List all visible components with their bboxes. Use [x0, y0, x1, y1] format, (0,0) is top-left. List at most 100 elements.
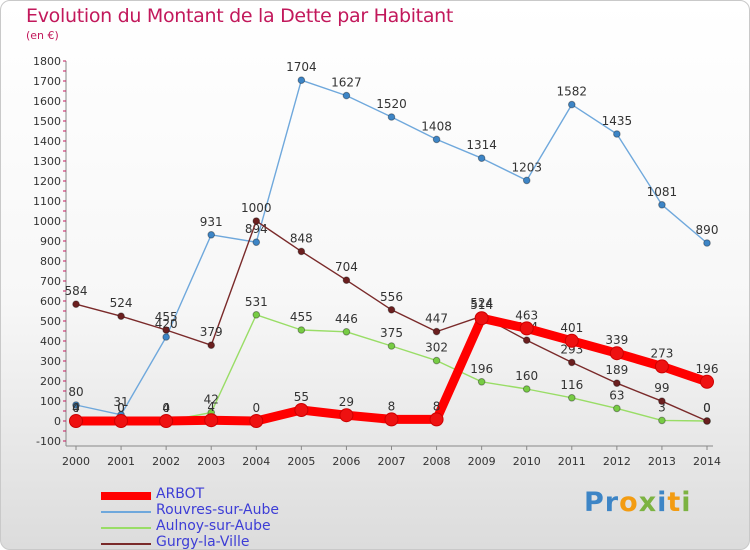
data-point-gurgy-la-ville [117, 312, 125, 321]
y-tick-label: 1300 [33, 155, 61, 168]
legend-label: Rouvres-sur-Aube [156, 502, 279, 518]
data-point-arbot [159, 414, 174, 428]
legend-swatch [101, 527, 151, 529]
data-label-arbot: 8 [388, 399, 396, 413]
legend-item-aulnoy: Aulnoy-sur-Aube [101, 518, 361, 535]
data-point-arbot [609, 346, 624, 361]
data-point-gurgy-la-ville [522, 336, 531, 345]
y-tick-label: 1700 [33, 75, 61, 88]
data-point-arbot [519, 321, 534, 336]
data-point-rouvres-sur-aube [297, 76, 306, 84]
y-tick-label: 0 [54, 415, 61, 428]
data-label-aulnoy-sur-aube: 63 [609, 388, 624, 402]
data-point-rouvres-sur-aube [342, 91, 351, 100]
data-label-arbot: 514 [470, 298, 493, 312]
data-point-gurgy-la-ville [613, 379, 621, 388]
chart-title: Evolution du Montant de la Dette par Hab… [26, 5, 454, 27]
data-label-aulnoy-sur-aube: 116 [560, 378, 583, 392]
brand-letter: o [619, 487, 639, 518]
chart-subtitle: (en €) [26, 29, 59, 42]
data-label-arbot: 29 [339, 395, 354, 409]
data-point-arbot [429, 412, 444, 427]
data-point-rouvres-sur-aube [162, 333, 170, 341]
x-tick-label: 2001 [107, 455, 135, 468]
data-label-gurgy-la-ville: 189 [605, 363, 628, 377]
data-label-gurgy-la-ville: 524 [470, 296, 493, 310]
y-tick-label: 100 [40, 395, 61, 408]
data-label-arbot: 0 [117, 401, 125, 415]
data-label-aulnoy-sur-aube: 455 [290, 310, 313, 324]
data-label-gurgy-la-ville: 0 [703, 401, 711, 415]
data-label-rouvres-sur-aube: 1203 [511, 160, 542, 174]
data-label-aulnoy-sur-aube: 302 [425, 341, 448, 355]
brand-letter: P [584, 487, 605, 518]
data-point-rouvres-sur-aube [387, 113, 396, 121]
y-tick-label: 800 [40, 255, 61, 268]
brand-letter: x [638, 487, 658, 518]
data-point-arbot [339, 408, 354, 423]
data-label-arbot: 55 [294, 390, 309, 404]
data-label-arbot: 8 [433, 399, 441, 413]
x-tick-label: 2010 [513, 455, 541, 468]
data-label-gurgy-la-ville: 99 [654, 381, 669, 395]
data-point-arbot [114, 414, 129, 428]
data-point-aulnoy-sur-aube [477, 378, 486, 386]
data-point-rouvres-sur-aube [658, 201, 666, 209]
x-tick-label: 2000 [62, 455, 90, 468]
data-label-aulnoy-sur-aube: 375 [380, 326, 403, 340]
x-tick-label: 2004 [242, 455, 270, 468]
y-tick-label: 1800 [33, 55, 61, 68]
data-point-gurgy-la-ville [162, 326, 170, 334]
data-label-arbot: 0 [252, 401, 260, 415]
data-point-aulnoy-sur-aube [252, 311, 261, 319]
data-label-aulnoy-sur-aube: 3 [658, 400, 666, 414]
x-tick-label: 2003 [197, 455, 225, 468]
data-point-gurgy-la-ville [387, 306, 396, 314]
data-point-arbot [249, 414, 264, 428]
data-label-gurgy-la-ville: 524 [110, 296, 133, 310]
data-label-rouvres-sur-aube: 1704 [286, 60, 317, 74]
y-tick-label: 400 [40, 335, 61, 348]
data-label-rouvres-sur-aube: 1520 [376, 97, 407, 111]
x-tick-label: 2014 [693, 455, 721, 468]
data-point-gurgy-la-ville [432, 327, 441, 336]
data-label-arbot: 4 [207, 400, 215, 414]
data-point-gurgy-la-ville [207, 341, 216, 350]
data-point-arbot [654, 359, 669, 374]
data-point-aulnoy-sur-aube [387, 342, 396, 350]
data-label-rouvres-sur-aube: 1435 [602, 114, 633, 128]
y-tick-label: 200 [40, 375, 61, 388]
data-point-rouvres-sur-aube [613, 130, 621, 138]
brand-logo: Proxiti [584, 487, 692, 518]
data-point-aulnoy-sur-aube [522, 385, 531, 393]
data-point-rouvres-sur-aube [703, 239, 711, 247]
data-label-arbot: 4 [162, 401, 170, 415]
x-tick-label: 2013 [648, 455, 676, 468]
data-label-gurgy-la-ville: 848 [290, 231, 313, 245]
data-label-gurgy-la-ville: 556 [380, 290, 403, 304]
data-point-gurgy-la-ville [567, 358, 576, 367]
data-point-arbot [474, 311, 489, 326]
data-label-gurgy-la-ville: 455 [155, 310, 178, 324]
data-label-aulnoy-sur-aube: 196 [470, 362, 493, 376]
x-tick-label: 2002 [152, 455, 180, 468]
data-label-rouvres-sur-aube: 1627 [331, 76, 362, 90]
data-label-gurgy-la-ville: 447 [425, 312, 448, 326]
y-tick-label: 1100 [33, 195, 61, 208]
data-label-aulnoy-sur-aube: 42 [204, 393, 219, 407]
x-tick-label: 2005 [287, 455, 315, 468]
legend-item-gurgy: Gurgy-la-Ville [101, 534, 361, 549]
data-label-arbot: 4 [72, 401, 80, 415]
data-point-aulnoy-sur-aube [342, 328, 351, 336]
data-label-rouvres-sur-aube: 1582 [557, 85, 588, 99]
data-point-gurgy-la-ville [658, 397, 666, 406]
y-tick-label: 700 [40, 275, 61, 288]
data-point-gurgy-la-ville [297, 247, 306, 256]
data-label-aulnoy-sur-aube: 0 [72, 401, 80, 415]
data-point-gurgy-la-ville [252, 217, 261, 225]
data-label-aulnoy-sur-aube: 0 [703, 401, 711, 415]
brand-letter: i [681, 487, 692, 518]
brand-letter: i [657, 487, 668, 518]
data-point-rouvres-sur-aube [72, 401, 80, 409]
